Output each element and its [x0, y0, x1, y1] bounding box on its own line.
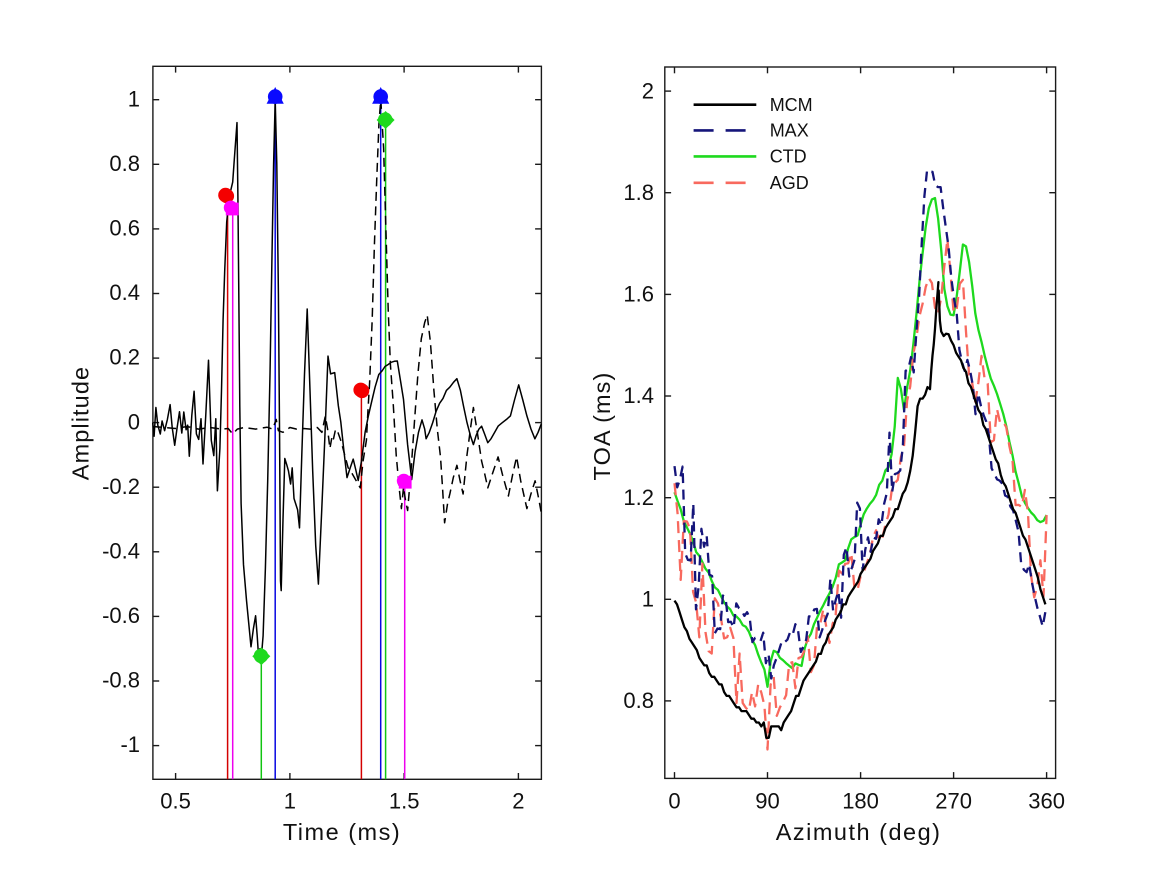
- svg-text:1.2: 1.2: [623, 485, 654, 510]
- svg-text:270: 270: [935, 789, 972, 814]
- svg-text:-0.4: -0.4: [102, 538, 140, 563]
- svg-text:1.4: 1.4: [623, 383, 654, 408]
- svg-text:MAX: MAX: [770, 121, 809, 141]
- svg-text:1: 1: [642, 587, 654, 612]
- svg-text:0.4: 0.4: [109, 280, 140, 305]
- svg-text:0: 0: [668, 789, 680, 814]
- svg-text:CTD: CTD: [770, 147, 807, 167]
- svg-text:-1: -1: [120, 732, 140, 757]
- svg-text:-0.2: -0.2: [102, 474, 140, 499]
- svg-text:-0.6: -0.6: [102, 603, 140, 628]
- svg-text:MCM: MCM: [770, 95, 813, 115]
- svg-text:0.2: 0.2: [109, 345, 140, 370]
- svg-text:1: 1: [128, 86, 140, 111]
- svg-text:AGD: AGD: [770, 173, 809, 193]
- svg-text:1.8: 1.8: [623, 180, 654, 205]
- svg-text:0.8: 0.8: [623, 688, 654, 713]
- svg-text:90: 90: [755, 789, 779, 814]
- svg-text:TOA (ms): TOA (ms): [589, 372, 615, 481]
- svg-text:-0.8: -0.8: [102, 668, 140, 693]
- svg-text:0.5: 0.5: [160, 789, 191, 814]
- svg-text:360: 360: [1028, 789, 1065, 814]
- svg-text:Time (ms): Time (ms): [283, 819, 401, 845]
- svg-text:2: 2: [512, 789, 524, 814]
- svg-text:1.6: 1.6: [623, 282, 654, 307]
- svg-text:0: 0: [128, 409, 140, 434]
- svg-text:180: 180: [842, 789, 879, 814]
- svg-text:0.8: 0.8: [109, 151, 140, 176]
- svg-text:2: 2: [642, 78, 654, 103]
- svg-text:Amplitude: Amplitude: [68, 366, 94, 480]
- svg-text:1.5: 1.5: [389, 789, 420, 814]
- svg-text:Azimuth (deg): Azimuth (deg): [776, 819, 942, 845]
- svg-text:1: 1: [284, 789, 296, 814]
- svg-text:0.6: 0.6: [109, 215, 140, 240]
